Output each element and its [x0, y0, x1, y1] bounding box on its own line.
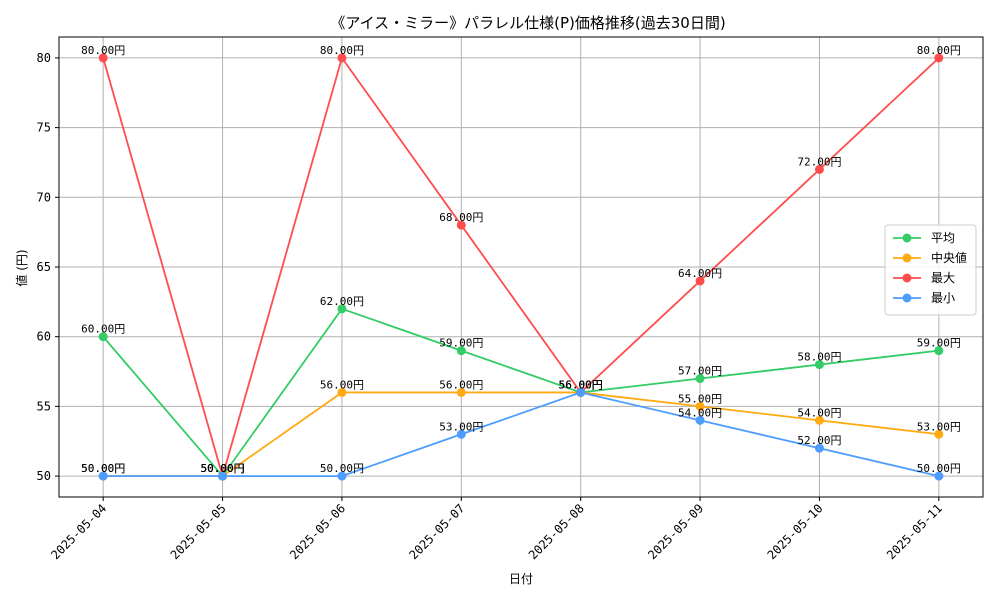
data-label: 68.00円 [439, 211, 483, 224]
data-point [695, 276, 705, 286]
data-label: 50.00円 [81, 462, 125, 475]
data-point [934, 429, 944, 439]
grid-layer [59, 37, 983, 497]
data-point [98, 53, 108, 63]
data-label: 56.00円 [559, 378, 603, 391]
data-point [814, 415, 824, 425]
data-label: 59.00円 [439, 337, 483, 350]
plot-frame [58, 36, 984, 498]
data-label: 56.00円 [559, 378, 603, 391]
data-point [934, 53, 944, 63]
data-point [814, 443, 824, 453]
legend-swatch-marker [902, 233, 912, 243]
data-label: 54.00円 [797, 406, 841, 419]
legend-entry: 中央値 [931, 250, 967, 265]
data-label: 80.00円 [81, 44, 125, 57]
data-point [695, 401, 705, 411]
data-label: 53.00円 [917, 420, 961, 433]
data-point [456, 346, 466, 356]
data-point [456, 429, 466, 439]
data-label: 80.00円 [917, 44, 961, 57]
data-label: 54.00円 [678, 406, 722, 419]
data-label: 55.00円 [678, 392, 722, 405]
legend-box [884, 224, 977, 316]
x-tick-label: 2025-05-06 [287, 501, 348, 562]
y-tick-label: 70 [37, 190, 51, 204]
data-point [814, 164, 824, 174]
data-point [98, 332, 108, 342]
data-label: 60.00円 [81, 323, 125, 336]
y-tick-label: 65 [37, 260, 51, 274]
series-line [103, 391, 940, 477]
legend-entry: 平均 [931, 231, 955, 245]
x-tick-label: 2025-05-09 [645, 501, 706, 562]
y-axis-label: 値 (円) [14, 249, 29, 286]
data-label: 62.00円 [320, 295, 364, 308]
series-line [102, 307, 939, 478]
axes: 2025-05-04 2025-05-05 2025-05-06 2025-05-07… [37, 36, 984, 562]
legend-entry: 最小 [931, 291, 955, 305]
x-tick-label: 2025-05-11 [884, 501, 945, 562]
data-point [337, 304, 347, 314]
series-line [103, 391, 939, 477]
legend-entry: 最大 [931, 271, 955, 285]
x-tick-label: 2025-05-08 [526, 501, 587, 562]
data-label: 50.00円 [81, 462, 125, 475]
data-point [456, 220, 466, 230]
x-tick-label: 2025-05-10 [765, 501, 826, 562]
series-points [98, 53, 944, 481]
y-tick-label: 55 [37, 399, 51, 413]
data-label: 56.00円 [559, 378, 603, 391]
data-label: 53.00円 [439, 420, 483, 433]
data-point [218, 471, 228, 481]
y-tick-label: 75 [37, 121, 51, 135]
data-point [814, 360, 824, 370]
legend-swatch-marker [902, 273, 912, 283]
series-lines [102, 55, 940, 480]
data-point [695, 374, 705, 384]
data-label: 56.00円 [439, 378, 483, 391]
data-labels: 60.00円 50.00円 62.00円 59.00円 56.00円 57.00円 58.0… [81, 44, 961, 475]
y-tick-label: 80 [37, 51, 51, 65]
data-point [337, 53, 347, 63]
x-tick-label: 2025-05-07 [406, 501, 467, 562]
data-point [337, 387, 347, 397]
legend-swatch-marker [902, 293, 912, 303]
legend-swatch-marker [902, 253, 912, 263]
data-label: 56.00円 [559, 378, 603, 391]
data-label: 57.00円 [678, 365, 722, 378]
data-label: 64.00円 [678, 267, 722, 280]
data-point [576, 387, 586, 397]
data-label: 50.00円 [200, 462, 244, 475]
x-axis-label: 日付 [509, 572, 533, 586]
data-point [695, 415, 705, 425]
data-point [934, 471, 944, 481]
data-label: 50.00円 [320, 462, 364, 475]
data-label: 52.00円 [797, 434, 841, 447]
data-label: 50.00円 [200, 462, 244, 475]
x-tick-label: 2025-05-04 [48, 501, 109, 562]
y-tick-label: 60 [37, 330, 51, 344]
chart-title: 《アイス・ミラー》パラレル仕様(P)価格推移(過去30日間) [330, 14, 725, 32]
data-point [337, 471, 347, 481]
data-point [456, 387, 466, 397]
data-label: 72.00円 [797, 155, 841, 168]
series-line [102, 55, 940, 480]
data-label: 80.00円 [320, 44, 364, 57]
data-label: 50.00円 [200, 462, 244, 475]
data-label: 56.00円 [320, 378, 364, 391]
data-label: 50.00円 [917, 462, 961, 475]
y-tick-label: 50 [37, 469, 51, 483]
data-point [98, 471, 108, 481]
data-point [934, 346, 944, 356]
data-label: 58.00円 [797, 351, 841, 364]
data-label: 50.00円 [200, 462, 244, 475]
data-label: 59.00円 [917, 337, 961, 350]
x-tick-label: 2025-05-05 [168, 501, 229, 562]
